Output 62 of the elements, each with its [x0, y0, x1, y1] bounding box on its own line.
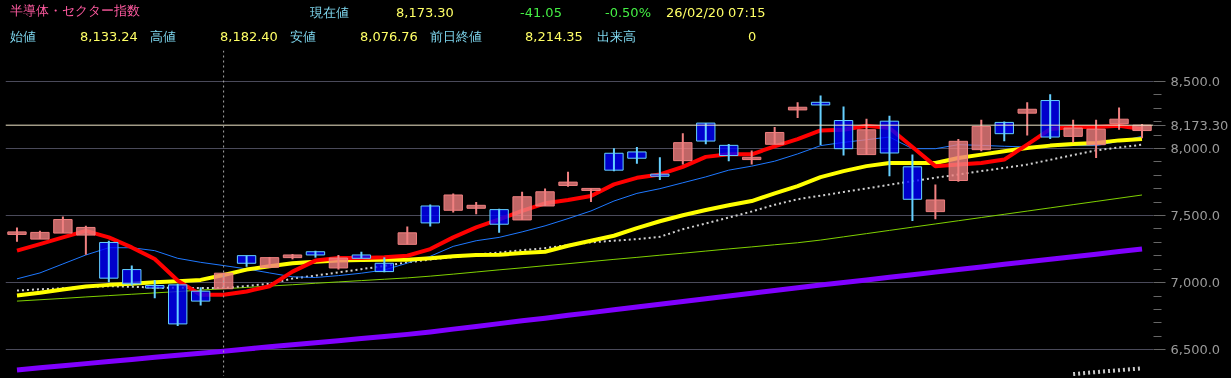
candlestick [305, 249, 326, 259]
candlestick [719, 143, 739, 163]
candlestick [145, 278, 165, 300]
candlestick [489, 207, 509, 234]
candlestick [122, 264, 142, 287]
candlestick [168, 282, 188, 327]
candlestick [627, 145, 647, 165]
text: 安値 [290, 28, 316, 46]
text: 現在値 [310, 4, 349, 22]
candlestick [535, 187, 555, 207]
candlestick [466, 200, 486, 216]
text: 前日終値 [430, 28, 482, 46]
candlestick [259, 255, 280, 269]
candlestick [558, 170, 578, 188]
candlestick [420, 203, 440, 228]
candlestick [696, 122, 716, 146]
candlestick [282, 253, 303, 261]
candlestick [673, 132, 693, 166]
candlestick [351, 250, 372, 260]
text: 出来高 [597, 28, 636, 46]
candlestick [76, 224, 96, 256]
candlestick [397, 225, 417, 246]
text: 高値 [150, 28, 176, 46]
candlestick [53, 215, 73, 235]
chart-title: 半導体・セクター指数 [10, 2, 140, 20]
candlestick [443, 192, 463, 214]
text: 8,214.35 [525, 28, 583, 46]
ref-line-label: 8,173.30 [1170, 117, 1229, 133]
candlestick [236, 254, 257, 268]
candlestick [581, 187, 601, 203]
text: 26/02/20 [666, 4, 725, 22]
candlestick [764, 126, 785, 146]
y-tick-label: 8,500.0 [1170, 73, 1221, 89]
candlestick [971, 118, 991, 153]
candlestick [604, 147, 624, 173]
candlestick [810, 94, 831, 146]
candlestick [99, 239, 119, 284]
candlestick [512, 190, 532, 221]
line-series [16, 194, 1143, 302]
text: -0.50% [605, 4, 651, 22]
text: 07:15 [728, 4, 766, 22]
text: 8,173.30 [396, 4, 454, 22]
text: -41.05 [520, 4, 562, 22]
text: 0 [748, 28, 757, 46]
candlestick [787, 101, 808, 120]
y-tick-label: 7,500.0 [1170, 208, 1221, 224]
candlestick [1017, 101, 1037, 137]
text: 8,182.40 [220, 28, 278, 46]
y-tick-label: 7,000.0 [1170, 275, 1221, 291]
candlestick [1040, 93, 1060, 141]
candlestick [30, 229, 50, 241]
candlestick [328, 253, 349, 271]
candlestick [7, 226, 27, 243]
text: 始値 [10, 28, 36, 46]
candlestick [1063, 118, 1083, 144]
candlestick [925, 183, 946, 221]
text: 8,133.24 [80, 28, 138, 46]
y-tick-label: 8,000.0 [1170, 140, 1221, 156]
text: 8,076.76 [360, 28, 418, 46]
candlestick [650, 156, 670, 182]
y-tick-label: 6,500.0 [1170, 342, 1221, 358]
candlestick [1086, 118, 1106, 159]
